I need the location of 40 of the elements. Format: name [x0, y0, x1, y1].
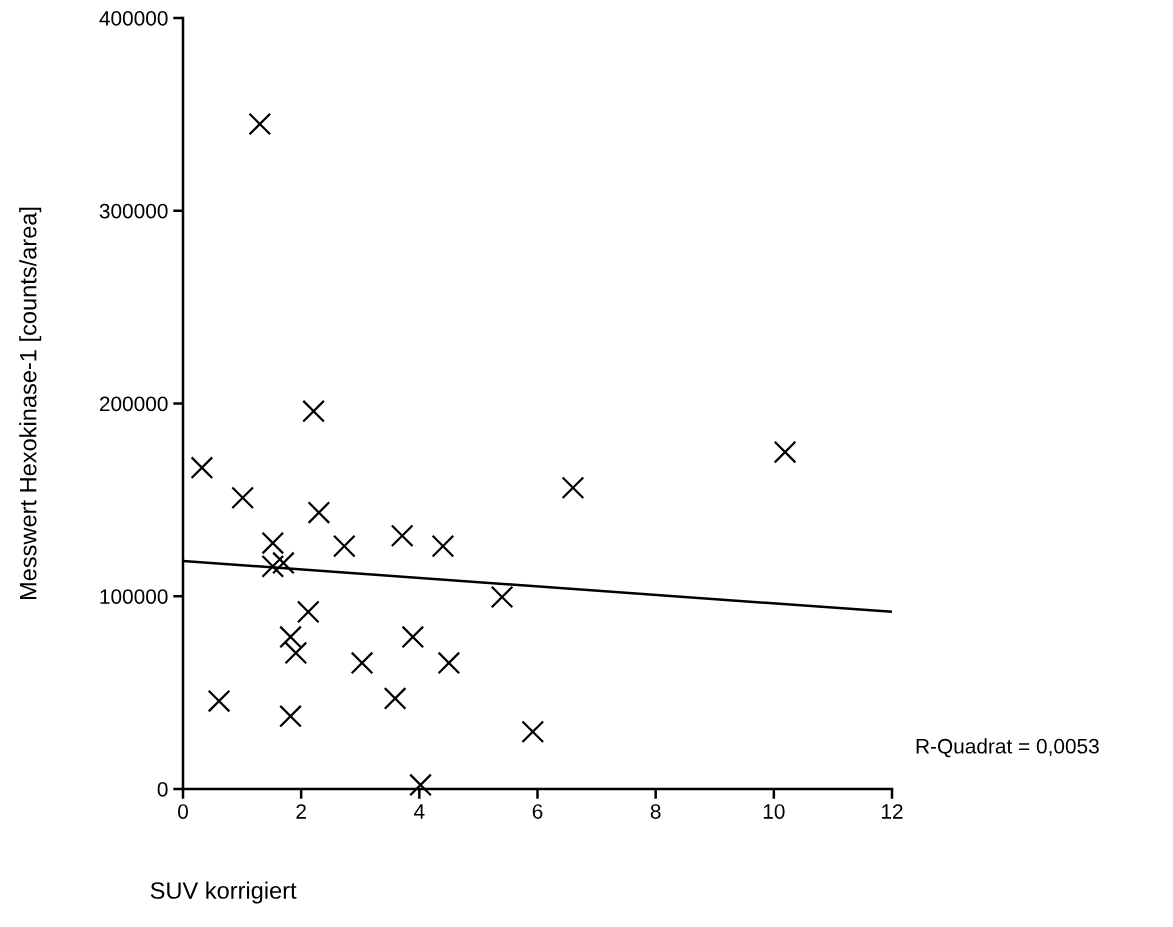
x-tick-label: 10 — [763, 804, 785, 819]
y-tick-label: 0 — [157, 782, 168, 797]
point — [307, 501, 331, 525]
point — [302, 399, 325, 423]
y-tick-label: 200000 — [99, 396, 168, 412]
y-tick-label: 300000 — [99, 203, 168, 219]
x-tick-label: 8 — [650, 804, 661, 819]
point — [272, 551, 295, 575]
point — [332, 534, 356, 558]
x-tick-label: 4 — [414, 804, 425, 819]
y-tick-label: 100000 — [100, 589, 168, 604]
point — [409, 773, 432, 797]
x-axis-title: SUV korrigiert — [150, 881, 297, 904]
point — [773, 440, 797, 464]
point — [390, 524, 414, 548]
point — [279, 625, 302, 649]
point — [521, 720, 545, 744]
point — [431, 534, 455, 558]
x-tick-label: 2 — [296, 804, 306, 819]
point — [261, 554, 285, 578]
point — [279, 704, 302, 728]
point — [248, 112, 272, 136]
point — [231, 486, 255, 510]
point — [190, 456, 214, 480]
point — [401, 625, 425, 649]
point — [284, 641, 308, 665]
text: R-Quadrat = 0,0053 — [916, 738, 1099, 758]
point — [437, 651, 461, 675]
point — [490, 585, 514, 609]
x-tick-label: 12 — [882, 804, 903, 819]
point — [561, 476, 585, 500]
point — [261, 531, 285, 555]
point — [383, 687, 407, 710]
point — [296, 600, 320, 624]
point — [350, 651, 374, 675]
point — [207, 689, 231, 713]
x-tick-label: 6 — [532, 804, 543, 819]
y-axis-title: Messwert Hexokinase-1 [counts/area] — [19, 207, 42, 600]
x-tick-label: 0 — [178, 804, 188, 819]
y-tick-label: 400000 — [99, 11, 168, 26]
